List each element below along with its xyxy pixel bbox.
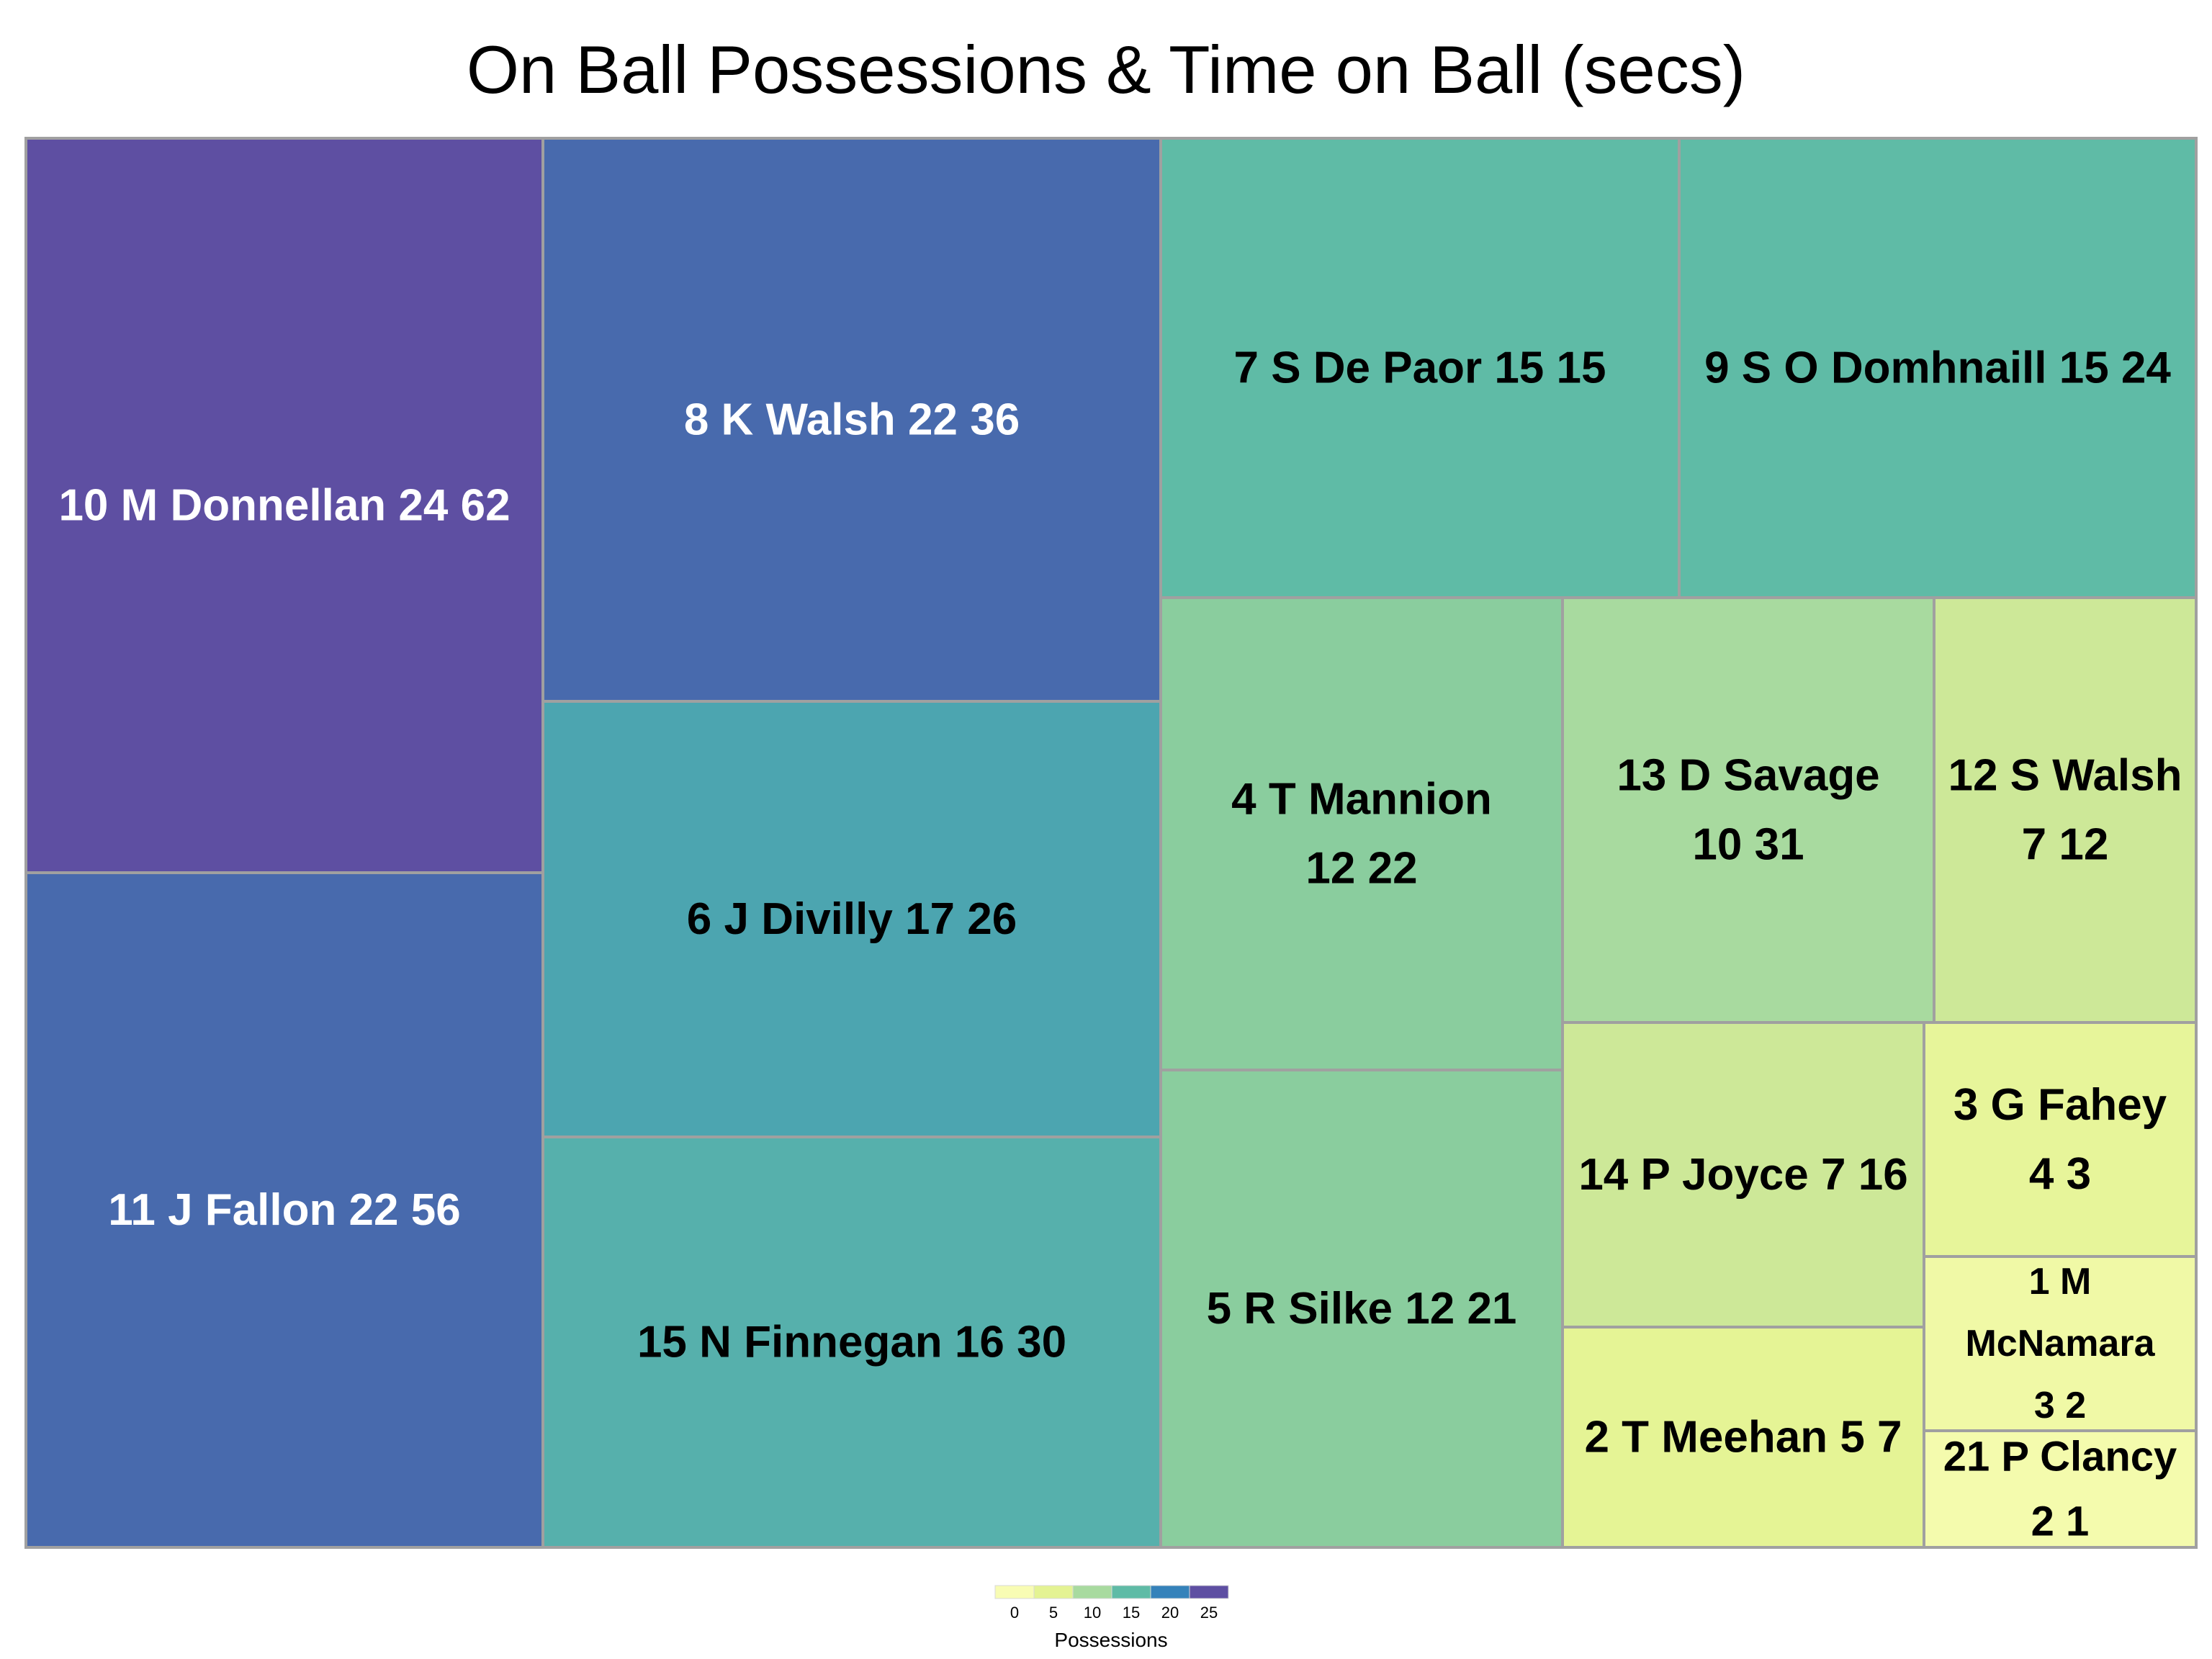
- tile-label: 14 P Joyce 7 16: [1578, 1150, 1907, 1200]
- legend-swatch: [1072, 1585, 1112, 1599]
- treemap-tile-13-d-savage-10-31: 13 D Savage 10 31: [1561, 596, 1936, 1024]
- tile-label: 13 D Savage 10 31: [1617, 751, 1879, 870]
- treemap-tile-2-t-meehan-5-7: 2 T Meehan 5 7: [1561, 1326, 1925, 1549]
- legend-tick-label: 15: [1123, 1604, 1140, 1622]
- tile-label: 5 R Silke 12 21: [1207, 1284, 1517, 1334]
- legend-title: Possessions: [1054, 1629, 1167, 1651]
- tile-label: 11 J Fallon 22 56: [108, 1185, 460, 1235]
- tile-label: 4 T Mannion 12 22: [1231, 775, 1492, 894]
- tile-label: 9 S O Domhnaill 15 24: [1704, 343, 2171, 393]
- treemap-tile-4-t-mannion-12-22: 4 T Mannion 12 22: [1159, 596, 1564, 1071]
- tile-label: 12 S Walsh 7 12: [1948, 751, 2182, 870]
- tile-label: 8 K Walsh 22 36: [684, 395, 1020, 445]
- tile-rect: [541, 700, 1162, 1138]
- tile-label: 10 M Donnellan 24 62: [58, 481, 510, 531]
- treemap-tile-1-m-mcnamara-3-2: 1 M McNamara 3 2: [1923, 1255, 2198, 1432]
- legend-swatch: [1189, 1585, 1229, 1599]
- tile-label: 6 J Divilly 17 26: [687, 894, 1017, 944]
- tile-label: 7 S De Paor 15 15: [1234, 343, 1606, 393]
- chart-title: On Ball Possessions & Time on Ball (secs…: [466, 32, 1746, 107]
- legend-swatch: [994, 1585, 1035, 1599]
- tile-rect: [24, 871, 544, 1549]
- treemap-tile-5-r-silke-12-21: 5 R Silke 12 21: [1159, 1069, 1564, 1549]
- legend-swatches: [994, 1585, 1229, 1599]
- tile-rect: [1159, 1069, 1564, 1549]
- tile-rect: [1923, 1021, 2198, 1258]
- legend-tick-label: 10: [1084, 1604, 1101, 1622]
- treemap-tile-11-j-fallon-22-56: 11 J Fallon 22 56: [24, 871, 544, 1549]
- tile-rect: [541, 137, 1162, 703]
- tile-label: 15 N Finnegan 16 30: [637, 1318, 1066, 1367]
- tile-rect: [24, 137, 544, 874]
- tile-rect: [1561, 596, 1936, 1024]
- legend-swatch: [1150, 1585, 1190, 1599]
- treemap-tile-10-m-donnellan-24-62: 10 M Donnellan 24 62: [24, 137, 544, 874]
- treemap-tile-8-k-walsh-22-36: 8 K Walsh 22 36: [541, 137, 1162, 703]
- treemap-tile-3-g-fahey-4-3: 3 G Fahey 4 3: [1923, 1021, 2198, 1258]
- tile-rect: [1933, 596, 2198, 1024]
- tile-rect: [541, 1136, 1162, 1549]
- legend-tick-labels: 0 5 10 15 20 25: [1010, 1604, 1218, 1622]
- treemap-tile-21-p-clancy-2-1: 21 P Clancy 2 1: [1923, 1429, 2198, 1549]
- legend-tick-label: 20: [1161, 1604, 1179, 1622]
- tile-rect: [1561, 1326, 1925, 1549]
- legend-tick-label: 25: [1200, 1604, 1218, 1622]
- tile-rect: [1678, 137, 2198, 599]
- tile-label: 21 P Clancy 2 1: [1943, 1434, 2177, 1545]
- tile-rect: [1159, 137, 1681, 599]
- tile-label: 1 M McNamara 3 2: [1965, 1261, 2155, 1426]
- color-legend: 0 5 10 15 20 25 Possessions: [994, 1585, 1229, 1651]
- treemap-tile-12-s-walsh-7-12: 12 S Walsh 7 12: [1933, 596, 2198, 1024]
- treemap-tile-7-s-de-paor-15-15: 7 S De Paor 15 15: [1159, 137, 1681, 599]
- treemap-tile-9-s-o-domhnaill-15-24: 9 S O Domhnaill 15 24: [1678, 137, 2198, 599]
- treemap-tile-6-j-divilly-17-26: 6 J Divilly 17 26: [541, 700, 1162, 1138]
- legend-tick-label: 5: [1049, 1604, 1058, 1622]
- legend-tick-label: 0: [1010, 1604, 1019, 1622]
- tile-rect: [1159, 596, 1564, 1071]
- treemap-tile-15-n-finnegan-16-30: 15 N Finnegan 16 30: [541, 1136, 1162, 1549]
- treemap-tiles: 10 M Donnellan 24 62 11 J Fallon 22 56 8 K…: [24, 137, 2198, 1549]
- treemap-tile-14-p-joyce-7-16: 14 P Joyce 7 16: [1561, 1021, 1925, 1328]
- tile-label: 3 G Fahey 4 3: [1954, 1080, 2167, 1199]
- legend-swatch: [1033, 1585, 1074, 1599]
- legend-swatch: [1111, 1585, 1151, 1599]
- tile-rect: [1561, 1021, 1925, 1328]
- tile-label: 2 T Meehan 5 7: [1584, 1413, 1902, 1462]
- tile-rect: [1923, 1429, 2198, 1549]
